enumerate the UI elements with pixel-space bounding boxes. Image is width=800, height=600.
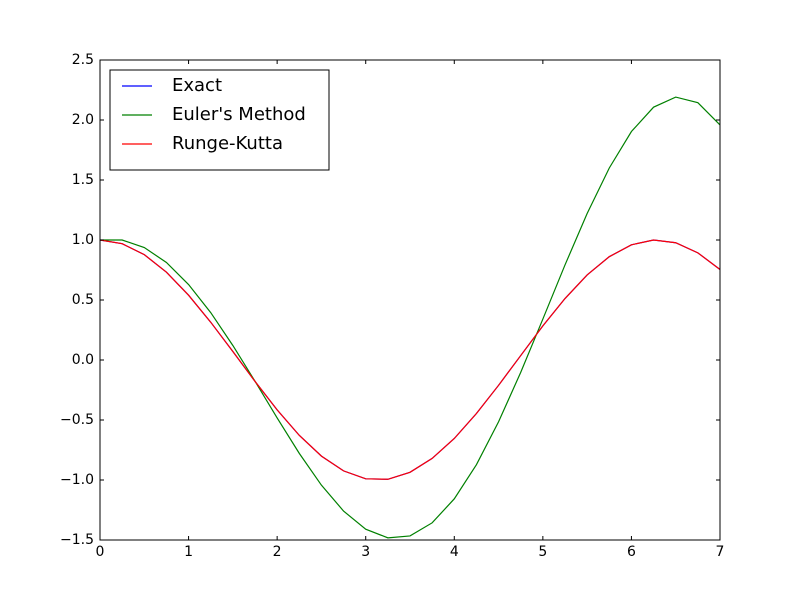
y-tick-label: 2.5 <box>72 52 94 68</box>
y-tick-label: 1.5 <box>72 172 94 188</box>
legend-label: Euler's Method <box>172 104 306 125</box>
series-line <box>100 96 721 539</box>
x-tick-label: 7 <box>716 544 725 560</box>
x-tick-label: 4 <box>450 544 459 560</box>
x-tick-label: 1 <box>184 544 193 560</box>
legend-label: Exact <box>172 75 222 96</box>
y-tick-label: 0.5 <box>72 292 94 308</box>
x-tick-label: 2 <box>273 544 282 560</box>
x-tick-label: 0 <box>96 544 105 560</box>
y-tick-label: −1.5 <box>60 532 94 548</box>
x-tick-label: 6 <box>627 544 636 560</box>
x-tick-label: 5 <box>538 544 547 560</box>
legend-box <box>109 69 330 171</box>
y-tick-label: 2.0 <box>72 112 94 128</box>
y-tick-label: −0.5 <box>60 412 94 428</box>
y-tick-label: 0.0 <box>72 352 94 368</box>
legend-label: Runge-Kutta <box>172 133 283 154</box>
x-tick-label: 3 <box>361 544 370 560</box>
y-tick-label: 1.0 <box>72 232 94 248</box>
series-line <box>99 239 721 480</box>
y-tick-label: −1.0 <box>60 472 94 488</box>
